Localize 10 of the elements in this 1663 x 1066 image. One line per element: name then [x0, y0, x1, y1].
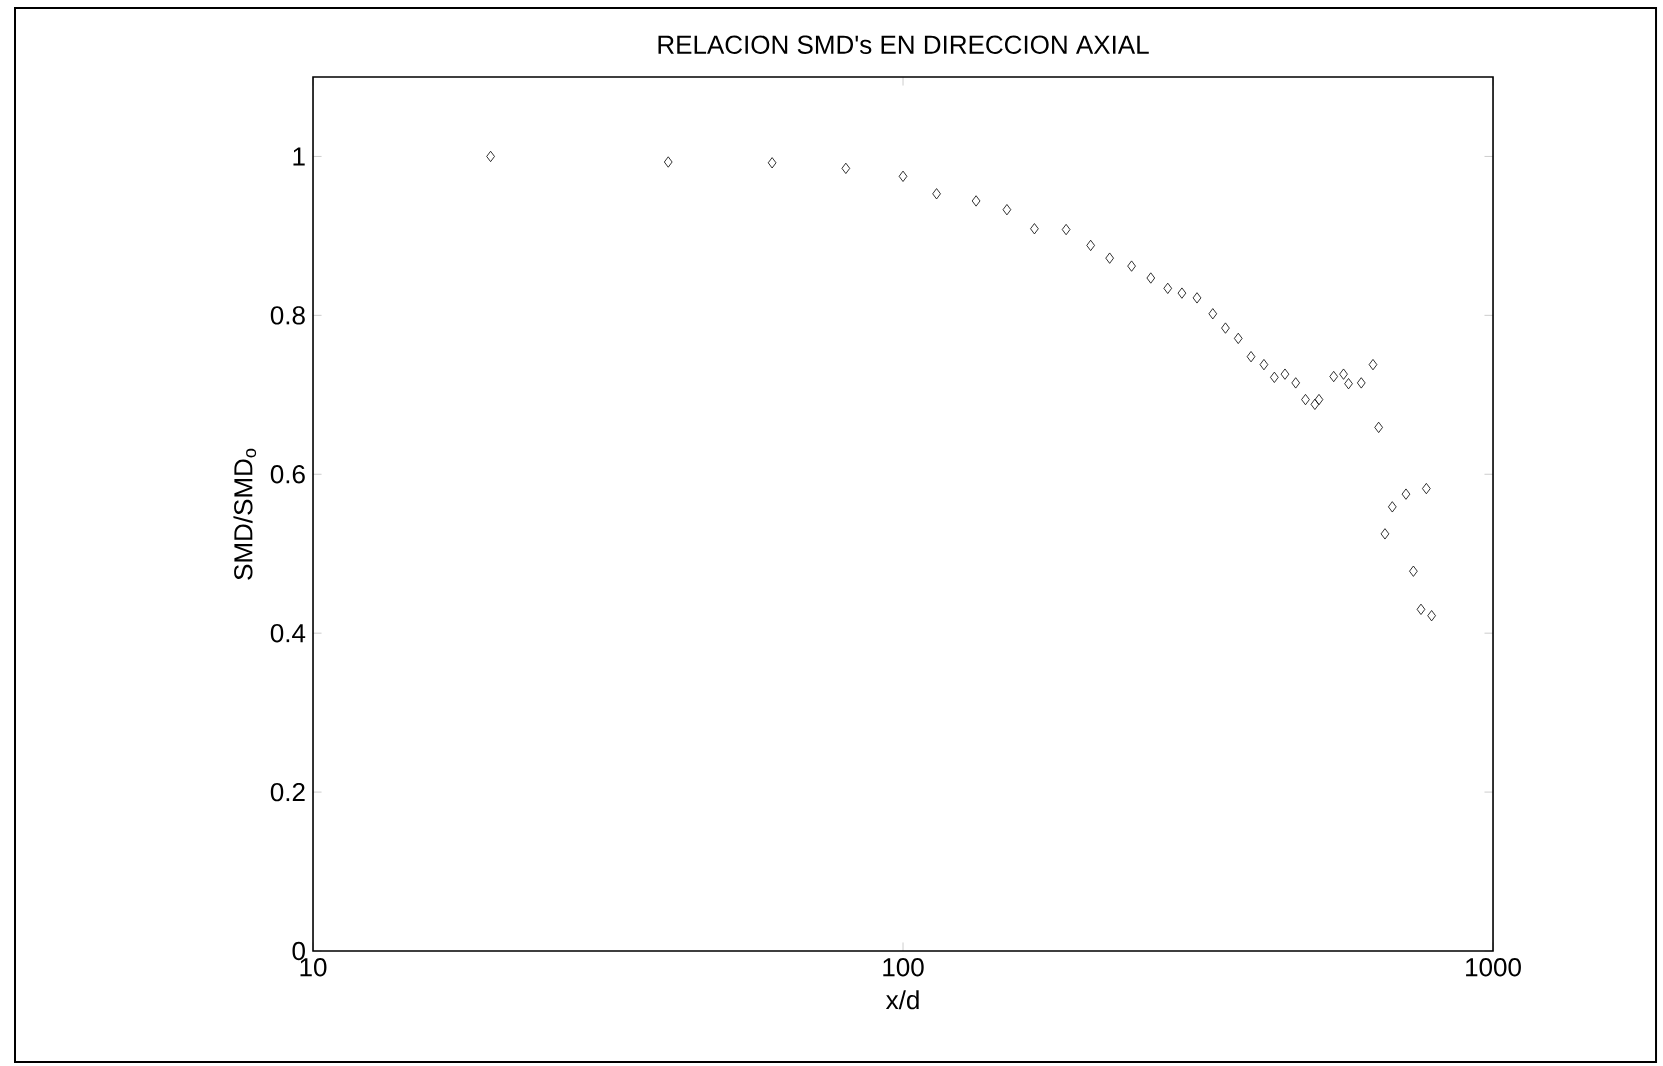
- y-tick-label: 0.8: [270, 306, 305, 325]
- y-tick-label: 1: [293, 147, 305, 166]
- x-tick-label: 1000: [1466, 958, 1521, 977]
- x-axis-title: x/d: [885, 990, 919, 1010]
- y-axis-title: SMD/SMD$_{o}$: [233, 448, 257, 580]
- chart-title: RELACION SMD's EN DIRECCION AXIAL: [658, 35, 1149, 54]
- y-tick-label: 0.6: [270, 465, 305, 484]
- y-tick-label: 0.4: [270, 623, 306, 643]
- x-tick-label: 100: [883, 958, 924, 977]
- y-tick-label: 0.2: [270, 782, 305, 802]
